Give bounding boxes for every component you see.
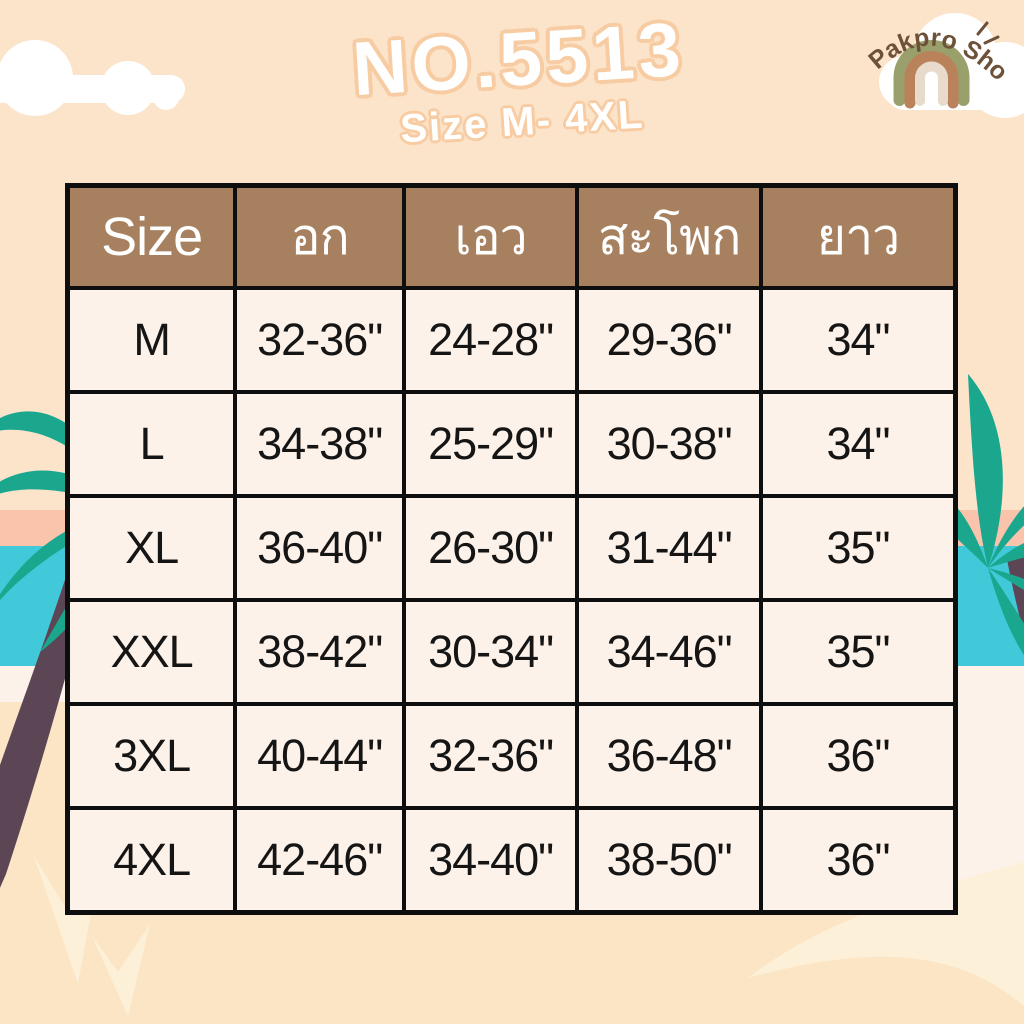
table-cell: 25-29" — [402, 390, 580, 498]
table-cell: 36-48" — [575, 702, 764, 810]
table-cell: 34" — [759, 390, 958, 498]
header-cell-size: Size — [65, 183, 238, 290]
header-row: Size อก เอว สะโพก ยาว — [65, 183, 958, 290]
table-cell: 34" — [759, 286, 958, 394]
size-chart-table: Size อก เอว สะโพก ยาว M 32-36" 24-28" 29… — [65, 183, 958, 915]
header-cell-waist: เอว — [402, 183, 580, 290]
sand-patch — [0, 702, 70, 895]
table-cell: 38-42" — [233, 598, 407, 706]
table-cell: 40-44" — [233, 702, 407, 810]
table-cell: 30-34" — [402, 598, 580, 706]
table-cell: 34-40" — [402, 806, 580, 915]
table-cell: L — [65, 390, 238, 498]
table-cell: 29-36" — [575, 286, 764, 394]
table-row-4xl: 4XL 42-46" 34-40" 38-50" 36" — [65, 806, 958, 915]
table-cell: 34-38" — [233, 390, 407, 498]
table-cell: 36" — [759, 806, 958, 915]
header-cell-chest: อก — [233, 183, 407, 290]
table-cell: 36" — [759, 702, 958, 810]
table-row-m: M 32-36" 24-28" 29-36" 34" — [65, 286, 958, 394]
table-cell: 42-46" — [233, 806, 407, 915]
table-cell: 35" — [759, 494, 958, 602]
table-cell: 31-44" — [575, 494, 764, 602]
header-cell-length: ยาว — [759, 183, 958, 290]
header-cell-hip: สะโพก — [575, 183, 764, 290]
table-cell: 36-40" — [233, 494, 407, 602]
table-cell: 32-36" — [233, 286, 407, 394]
table-cell: 34-46" — [575, 598, 764, 706]
table-cell: 4XL — [65, 806, 238, 915]
table-cell: XL — [65, 494, 238, 602]
table-cell: 38-50" — [575, 806, 764, 915]
table-cell: 30-38" — [575, 390, 764, 498]
table-row-xl: XL 36-40" 26-30" 31-44" 35" — [65, 494, 958, 602]
table-cell: XXL — [65, 598, 238, 706]
table-row-xxl: XXL 38-42" 30-34" 34-46" 35" — [65, 598, 958, 706]
table-cell: 3XL — [65, 702, 238, 810]
table-row-l: L 34-38" 25-29" 30-38" 34" — [65, 390, 958, 498]
table-cell: 32-36" — [402, 702, 580, 810]
table-cell: 35" — [759, 598, 958, 706]
table-cell: 26-30" — [402, 494, 580, 602]
table-cell: 24-28" — [402, 286, 580, 394]
table-cell: M — [65, 286, 238, 394]
table-row-3xl: 3XL 40-44" 32-36" 36-48" 36" — [65, 702, 958, 810]
